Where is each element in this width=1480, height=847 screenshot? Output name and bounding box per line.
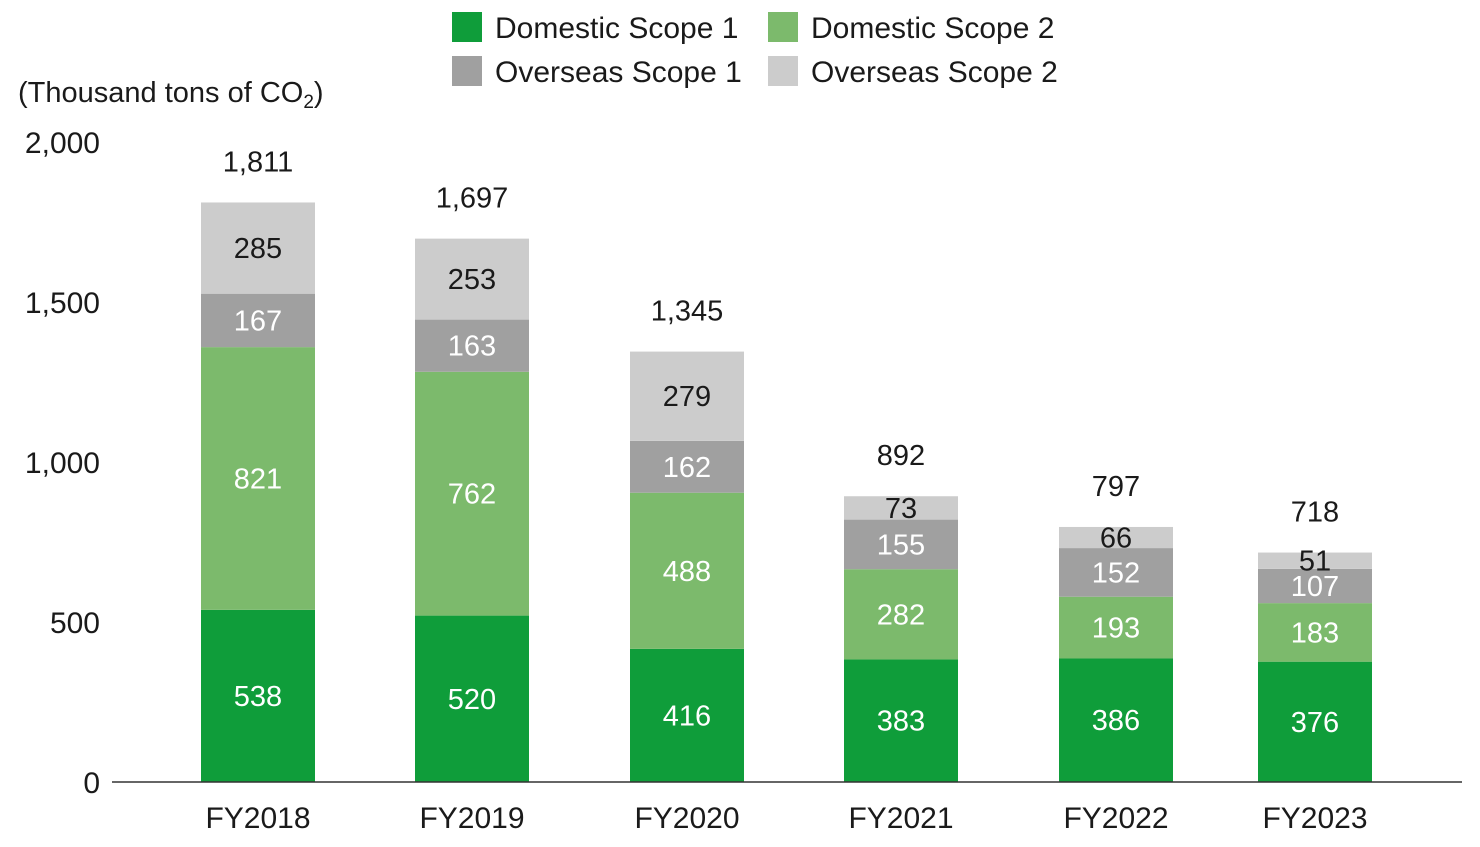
bar-segment bbox=[201, 293, 315, 348]
bar-segment bbox=[630, 492, 744, 649]
segment-value-label: 821 bbox=[234, 463, 282, 495]
segment-value-label: 762 bbox=[448, 479, 496, 511]
bar-segment bbox=[1059, 548, 1173, 597]
total-value-label: 1,697 bbox=[436, 183, 509, 215]
bar-segment bbox=[630, 440, 744, 493]
segment-value-label: 155 bbox=[877, 529, 925, 561]
bar-segment bbox=[844, 496, 958, 520]
x-tick-label: FY2021 bbox=[848, 802, 953, 835]
x-tick-label: FY2019 bbox=[419, 802, 524, 835]
total-value-label: 797 bbox=[1092, 471, 1140, 503]
y-tick-label: 1,000 bbox=[25, 447, 100, 480]
bar-segment bbox=[1258, 603, 1372, 662]
bar-segment bbox=[415, 371, 529, 616]
y-axis-title: (Thousand tons of CO2) bbox=[18, 77, 324, 113]
segment-value-label: 66 bbox=[1100, 523, 1132, 555]
bar-segment bbox=[415, 319, 529, 372]
legend-swatch bbox=[768, 56, 798, 86]
segment-value-label: 520 bbox=[448, 684, 496, 716]
bar-segment bbox=[844, 569, 958, 660]
total-value-label: 1,811 bbox=[223, 146, 293, 178]
bars bbox=[201, 202, 1372, 782]
segment-value-label: 51 bbox=[1299, 546, 1331, 578]
segment-value-label: 107 bbox=[1291, 571, 1339, 603]
legend-swatch bbox=[768, 12, 798, 42]
total-value-label: 892 bbox=[877, 440, 925, 472]
legend-label: Domestic Scope 2 bbox=[811, 12, 1054, 45]
bar-segment bbox=[415, 615, 529, 782]
legend-item: Overseas Scope 2 bbox=[768, 56, 1058, 89]
legend-item: Overseas Scope 1 bbox=[452, 56, 742, 89]
segment-value-label: 193 bbox=[1092, 613, 1140, 645]
bar-segment bbox=[1258, 568, 1372, 604]
bar-segment bbox=[201, 347, 315, 610]
legend: Domestic Scope 1 Domestic Scope 2 Overseas… bbox=[452, 12, 1058, 89]
x-tick-label: FY2023 bbox=[1262, 802, 1367, 835]
y-tick-label: 2,000 bbox=[25, 127, 100, 160]
bar-segment bbox=[1059, 526, 1173, 549]
bar-segment bbox=[630, 351, 744, 441]
legend-label: Overseas Scope 1 bbox=[495, 56, 742, 89]
segment-value-label: 488 bbox=[663, 556, 711, 588]
total-value-label: 1,345 bbox=[651, 296, 724, 328]
segment-value-label: 383 bbox=[877, 706, 925, 738]
segment-value-label: 183 bbox=[1291, 617, 1339, 649]
bar-segment bbox=[201, 202, 315, 294]
bar-segment bbox=[1059, 658, 1173, 782]
legend-swatch bbox=[452, 56, 482, 86]
segment-value-label: 163 bbox=[448, 331, 496, 363]
legend-label: Domestic Scope 1 bbox=[495, 12, 738, 45]
segment-value-label: 285 bbox=[234, 233, 282, 265]
segment-value-label: 538 bbox=[234, 681, 282, 713]
segment-value-label: 282 bbox=[877, 599, 925, 631]
segment-value-label: 152 bbox=[1092, 557, 1140, 589]
legend-item: Domestic Scope 2 bbox=[768, 12, 1054, 45]
y-axis-label: (Thousand tons of CO2) bbox=[18, 77, 324, 113]
data-labels: 538 821 167 285 1,811 520 762 163 253 1,697 416 488… bbox=[223, 146, 1339, 738]
y-axis: 0 500 1,000 1,500 2,000 bbox=[25, 127, 100, 800]
legend-label: Overseas Scope 2 bbox=[811, 56, 1058, 89]
y-tick-label: 0 bbox=[83, 767, 100, 800]
segment-value-label: 386 bbox=[1092, 705, 1140, 737]
legend-item: Domestic Scope 1 bbox=[452, 12, 738, 45]
bar-segment bbox=[1059, 596, 1173, 659]
bar-segment bbox=[201, 609, 315, 782]
segment-value-label: 416 bbox=[663, 700, 711, 732]
y-tick-label: 500 bbox=[50, 607, 100, 640]
bar-segment bbox=[844, 519, 958, 570]
legend-swatch bbox=[452, 12, 482, 42]
bar-segment bbox=[844, 659, 958, 782]
segment-value-label: 73 bbox=[885, 493, 917, 525]
segment-value-label: 253 bbox=[448, 264, 496, 296]
x-tick-label: FY2018 bbox=[205, 802, 310, 835]
bar-segment bbox=[630, 648, 744, 782]
bar-segment bbox=[1258, 661, 1372, 782]
x-tick-label: FY2020 bbox=[634, 802, 739, 835]
x-tick-label: FY2022 bbox=[1063, 802, 1168, 835]
segment-value-label: 167 bbox=[234, 305, 282, 337]
x-axis: FY2018 FY2019 FY2020 FY2021 FY2022 FY2023 bbox=[112, 781, 1462, 835]
y-tick-label: 1,500 bbox=[25, 287, 100, 320]
total-value-label: 718 bbox=[1291, 497, 1339, 529]
segment-value-label: 279 bbox=[663, 381, 711, 413]
bar-segment bbox=[1258, 552, 1372, 569]
bar-segment bbox=[415, 238, 529, 320]
segment-value-label: 162 bbox=[663, 452, 711, 484]
segment-value-label: 376 bbox=[1291, 707, 1339, 739]
